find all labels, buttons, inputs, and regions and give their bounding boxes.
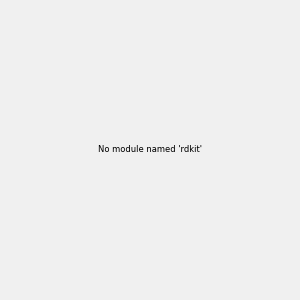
Text: No module named 'rdkit': No module named 'rdkit' xyxy=(98,146,202,154)
